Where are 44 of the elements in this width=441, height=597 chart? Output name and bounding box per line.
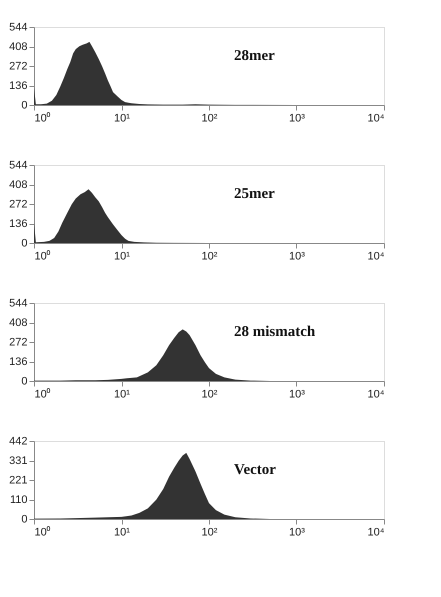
y-tick-label: 544 [9,160,28,172]
y-tick-label: 272 [9,198,28,210]
y-tick-label: 0 [21,376,28,388]
y-tick-label: 272 [9,336,28,348]
x-tick-label: 10³ [289,250,306,262]
annotation: 25mer [234,186,276,202]
annotation: Vector [234,462,276,478]
annotation: 28 mismatch [234,324,316,340]
x-tick-label: 10¹ [114,388,130,400]
y-tick-label: 0 [21,238,28,250]
y-tick-label: 136 [9,218,28,230]
y-tick-label: 544 [9,22,28,34]
y-tick-label: 0 [21,100,28,112]
y-tick-label: 408 [9,317,28,329]
x-tick-label: 10⁴ [368,112,385,124]
x-tick-label: 10⁴ [368,250,385,262]
x-tick-label: 10⁰ [34,112,51,124]
x-tick-label: 10⁰ [34,250,51,262]
y-tick-label: 110 [10,494,28,506]
x-tick-label: 10⁴ [368,526,385,538]
x-tick-label: 10⁰ [34,526,51,538]
y-tick-label: 221 [9,474,28,486]
y-tick-label: 331 [9,455,28,468]
y-tick-label: 0 [21,514,28,526]
y-tick-label: 408 [9,179,28,191]
x-tick-label: 10⁴ [368,388,385,400]
x-tick-label: 10² [202,112,218,124]
x-tick-label: 10² [202,250,218,262]
x-tick-label: 10² [202,388,218,400]
y-tick-label: 544 [9,298,28,310]
x-tick-label: 10³ [289,526,306,538]
x-tick-label: 10¹ [114,250,130,262]
x-tick-label: 10¹ [114,526,130,538]
y-tick-label: 136 [9,80,28,92]
x-tick-label: 10³ [289,388,306,400]
x-tick-label: 10⁰ [34,388,51,400]
annotation: 28mer [234,48,276,64]
y-tick-label: 442 [9,436,28,448]
x-tick-label: 10² [202,526,218,538]
y-tick-label: 136 [9,356,28,368]
x-tick-label: 10³ [289,112,306,124]
y-tick-label: 272 [9,60,28,72]
x-tick-label: 10¹ [114,112,130,124]
y-tick-label: 408 [9,41,28,53]
